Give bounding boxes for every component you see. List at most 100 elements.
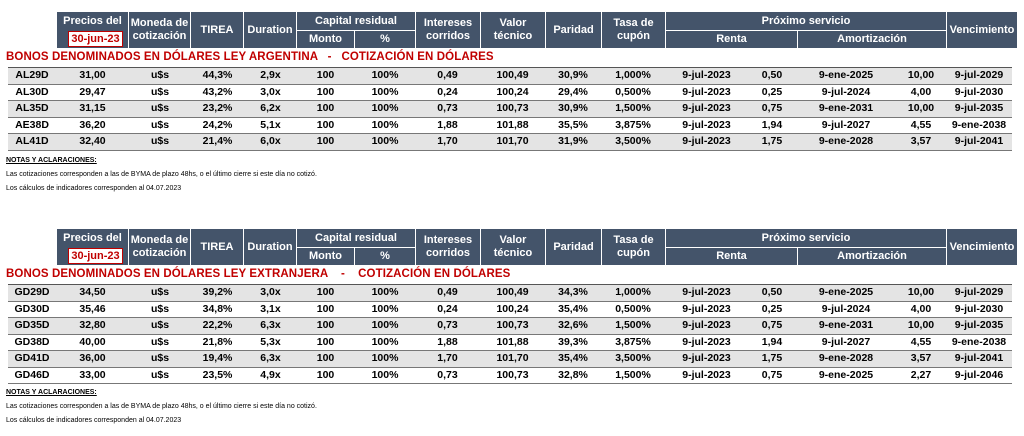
cell-intereses: 1,88 bbox=[437, 118, 458, 131]
cell-paridad: 34,3% bbox=[558, 286, 588, 298]
cell-precio: 36,20 bbox=[79, 118, 106, 131]
cell-monto: 100 bbox=[316, 118, 335, 131]
cell-paridad: 39,3% bbox=[558, 335, 588, 348]
cell-renta-fecha: 9-jul-2023 bbox=[682, 319, 731, 331]
cell-ticker: AL29D bbox=[15, 69, 49, 81]
note-1: Las cotizaciones corresponden a las de B… bbox=[6, 171, 317, 178]
cell-renta-fecha: 9-jul-2023 bbox=[682, 352, 731, 364]
cell-moneda: u$s bbox=[150, 286, 170, 298]
cell-renta-valor: 0,75 bbox=[761, 102, 783, 114]
header-tirea: TIREA bbox=[200, 240, 234, 253]
cell-valor-tecnico: 100,49 bbox=[496, 286, 529, 298]
header-renta: Renta bbox=[716, 32, 747, 45]
table-row: GD30D 35,46 u$s 34,8% 3,1x 100 100% 0,24 100,24 3… bbox=[8, 302, 1012, 318]
header-amortizacion: Amortización bbox=[837, 32, 907, 45]
cell-renta-valor: 0,50 bbox=[761, 69, 783, 81]
cell-amortizacion-valor: 4,00 bbox=[910, 85, 932, 98]
header-vencimiento: Vencimiento bbox=[949, 240, 1015, 253]
cell-tasa-cupon: 1,000% bbox=[615, 286, 651, 298]
cell-duration: 6,0x bbox=[260, 135, 281, 147]
cell-moneda: u$s bbox=[150, 85, 170, 98]
cell-renta-valor: 0,25 bbox=[761, 302, 783, 315]
cell-pct: 100% bbox=[371, 319, 399, 331]
cell-moneda: u$s bbox=[150, 319, 170, 331]
cell-ticker: AL30D bbox=[15, 85, 49, 98]
cell-tasa-cupon: 1,000% bbox=[615, 69, 651, 81]
cell-amortizacion-valor: 3,57 bbox=[910, 135, 932, 147]
cell-duration: 5,3x bbox=[260, 335, 281, 348]
cell-precio: 31,15 bbox=[79, 102, 106, 114]
cell-intereses: 0,49 bbox=[437, 69, 458, 81]
table-row: GD46D 33,00 u$s 23,5% 4,9x 100 100% 0,73 100,73 3… bbox=[8, 368, 1012, 384]
cell-valor-tecnico: 100,73 bbox=[496, 102, 529, 114]
cell-renta-valor: 1,94 bbox=[761, 335, 783, 348]
header-monto: Monto bbox=[309, 249, 342, 262]
header-tasa-cupon: Tasa de cupón bbox=[613, 234, 654, 259]
cell-renta-fecha: 9-jul-2023 bbox=[682, 135, 731, 147]
cell-ticker: GD29D bbox=[14, 286, 50, 298]
cell-tirea: 23,2% bbox=[202, 102, 233, 114]
cell-amortizacion-fecha: 9-jul-2027 bbox=[821, 335, 871, 348]
cell-vencimiento: 9-jul-2046 bbox=[954, 368, 1004, 381]
cell-renta-valor: 1,94 bbox=[761, 118, 783, 131]
table-row: AE38D 36,20 u$s 24,2% 5,1x 100 100% 1,88 101,88 3… bbox=[8, 118, 1012, 134]
cell-vencimiento: 9-jul-2029 bbox=[954, 286, 1004, 298]
cell-precio: 35,46 bbox=[79, 302, 106, 315]
cell-intereses: 0,24 bbox=[437, 302, 458, 315]
cell-precio: 40,00 bbox=[79, 335, 106, 348]
cell-amortizacion-fecha: 9-ene-2028 bbox=[818, 352, 874, 364]
cell-intereses: 0,73 bbox=[437, 368, 458, 381]
cell-tirea: 21,8% bbox=[202, 335, 233, 348]
cell-duration: 4,9x bbox=[260, 368, 281, 381]
cell-paridad: 32,8% bbox=[558, 368, 588, 381]
cell-intereses: 0,24 bbox=[437, 85, 458, 98]
cell-monto: 100 bbox=[316, 368, 335, 381]
cell-ticker: GD30D bbox=[14, 302, 50, 315]
cell-valor-tecnico: 101,70 bbox=[496, 135, 529, 147]
header-duration: Duration bbox=[247, 240, 293, 253]
cell-intereses: 0,73 bbox=[437, 102, 458, 114]
table-block-ley-extranjera: Precios del Moneda de cotización TIREA Du… bbox=[6, 229, 1018, 429]
cell-tasa-cupon: 1,500% bbox=[615, 102, 651, 114]
cell-duration: 6,3x bbox=[260, 319, 281, 331]
cell-vencimiento: 9-jul-2030 bbox=[954, 302, 1004, 315]
cell-renta-valor: 0,25 bbox=[761, 85, 783, 98]
cell-pct: 100% bbox=[371, 118, 399, 131]
table-row: GD38D 40,00 u$s 21,8% 5,3x 100 100% 1,88 101,88 3… bbox=[8, 335, 1012, 351]
cell-intereses: 1,70 bbox=[437, 135, 458, 147]
cell-pct: 100% bbox=[371, 302, 399, 315]
table-row: GD41D 36,00 u$s 19,4% 6,3x 100 100% 1,70 101,70 3… bbox=[8, 351, 1012, 368]
cell-renta-fecha: 9-jul-2023 bbox=[682, 286, 731, 298]
cell-amortizacion-fecha: 9-ene-2031 bbox=[818, 319, 874, 331]
cell-pct: 100% bbox=[371, 102, 399, 114]
cell-moneda: u$s bbox=[150, 69, 170, 81]
cell-intereses: 1,70 bbox=[437, 352, 458, 364]
cell-renta-fecha: 9-jul-2023 bbox=[682, 335, 731, 348]
cell-renta-fecha: 9-jul-2023 bbox=[682, 302, 731, 315]
cell-paridad: 30,9% bbox=[558, 69, 588, 81]
header-paridad: Paridad bbox=[553, 240, 594, 253]
cell-pct: 100% bbox=[371, 352, 399, 364]
cell-tasa-cupon: 3,500% bbox=[615, 352, 651, 364]
cell-tirea: 22,2% bbox=[202, 319, 233, 331]
cell-tasa-cupon: 3,875% bbox=[615, 335, 651, 348]
cell-tirea: 44,3% bbox=[202, 69, 233, 81]
cell-ticker: GD41D bbox=[14, 352, 50, 364]
cell-monto: 100 bbox=[316, 286, 335, 298]
cell-precio: 34,50 bbox=[79, 286, 106, 298]
cell-renta-valor: 0,75 bbox=[761, 319, 783, 331]
cell-amortizacion-valor: 2,27 bbox=[910, 368, 932, 381]
cell-paridad: 32,6% bbox=[558, 319, 588, 331]
notes-title: NOTAS Y ACLARACIONES: bbox=[6, 157, 97, 164]
table-row: AL35D 31,15 u$s 23,2% 6,2x 100 100% 0,73 100,73 3… bbox=[8, 101, 1012, 118]
cell-paridad: 31,9% bbox=[558, 135, 588, 147]
cell-amortizacion-fecha: 9-jul-2027 bbox=[821, 118, 871, 131]
cell-tirea: 21,4% bbox=[202, 135, 233, 147]
cell-amortizacion-fecha: 9-ene-2028 bbox=[818, 135, 874, 147]
header-intereses: Intereses corridos bbox=[423, 17, 473, 42]
cell-renta-fecha: 9-jul-2023 bbox=[682, 69, 731, 81]
cell-paridad: 35,5% bbox=[558, 118, 588, 131]
note-2: Los cálculos de indicadores corresponden… bbox=[6, 417, 182, 424]
cell-renta-fecha: 9-jul-2023 bbox=[682, 85, 731, 98]
table-row: AL29D 31,00 u$s 44,3% 2,9x 100 100% 0,49 100,49 3… bbox=[8, 68, 1012, 85]
